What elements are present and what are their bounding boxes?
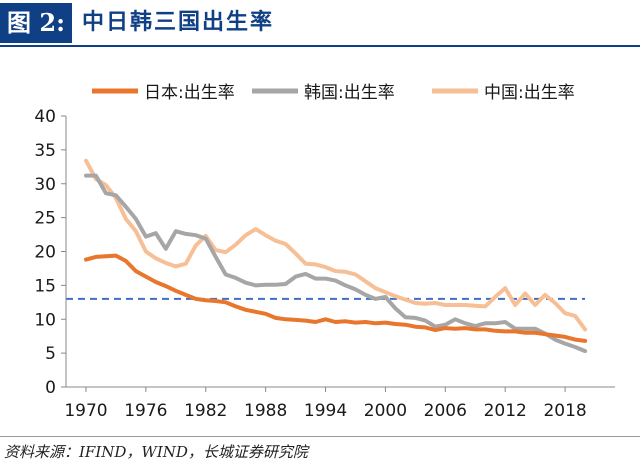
y-tick-label: 30 xyxy=(34,175,56,195)
series-line-korea xyxy=(84,173,588,354)
footer-divider xyxy=(0,436,640,437)
y-tick-label: 10 xyxy=(34,310,56,330)
x-tick-label: 1994 xyxy=(304,401,347,421)
source-note: 资料来源：IFIND，WIND，长城证券研究院 xyxy=(4,443,308,461)
x-tick-label: 2018 xyxy=(543,401,586,421)
figure-title: 中日韩三国出生率 xyxy=(82,10,275,35)
x-tick-label: 1982 xyxy=(184,401,227,421)
y-tick-label: 25 xyxy=(34,209,56,229)
x-tick-label: 2000 xyxy=(364,401,407,421)
x-tick-label: 1970 xyxy=(64,401,107,421)
series-line-japan xyxy=(84,253,588,343)
birth-rate-line-chart: 日本:出生率 韩国:出生率 中国:出生率 0 5 10 15 20 25 30 35 40 1970 1… xyxy=(34,83,615,421)
y-tick-label: 35 xyxy=(34,141,56,161)
x-tick-label: 1976 xyxy=(124,401,167,421)
y-tick-label: 40 xyxy=(34,107,56,127)
chart-axes: 0 5 10 15 20 25 30 35 40 1970 1976 1982 1988 1994 2000… xyxy=(34,107,615,421)
figure-label-badge: 图 2: xyxy=(0,3,72,43)
y-tick-label: 5 xyxy=(45,344,56,364)
legend-label-korea: 韩国:出生率 xyxy=(304,83,395,103)
x-tick-label: 2012 xyxy=(484,401,527,421)
header: 图 2: 中日韩三国出生率 xyxy=(0,0,640,50)
header-divider xyxy=(0,45,640,47)
y-tick-label: 15 xyxy=(34,276,56,296)
y-tick-label: 20 xyxy=(34,243,56,263)
legend-label-japan: 日本:出生率 xyxy=(144,83,235,103)
legend-label-china: 中国:出生率 xyxy=(484,83,575,103)
chart-legend: 日本:出生率 韩国:出生率 中国:出生率 xyxy=(92,83,575,103)
series-line-china xyxy=(84,158,588,332)
x-tick-label: 2006 xyxy=(424,401,467,421)
y-tick-label: 0 xyxy=(45,378,56,398)
series-lines xyxy=(84,158,588,354)
x-tick-label: 1988 xyxy=(244,401,287,421)
